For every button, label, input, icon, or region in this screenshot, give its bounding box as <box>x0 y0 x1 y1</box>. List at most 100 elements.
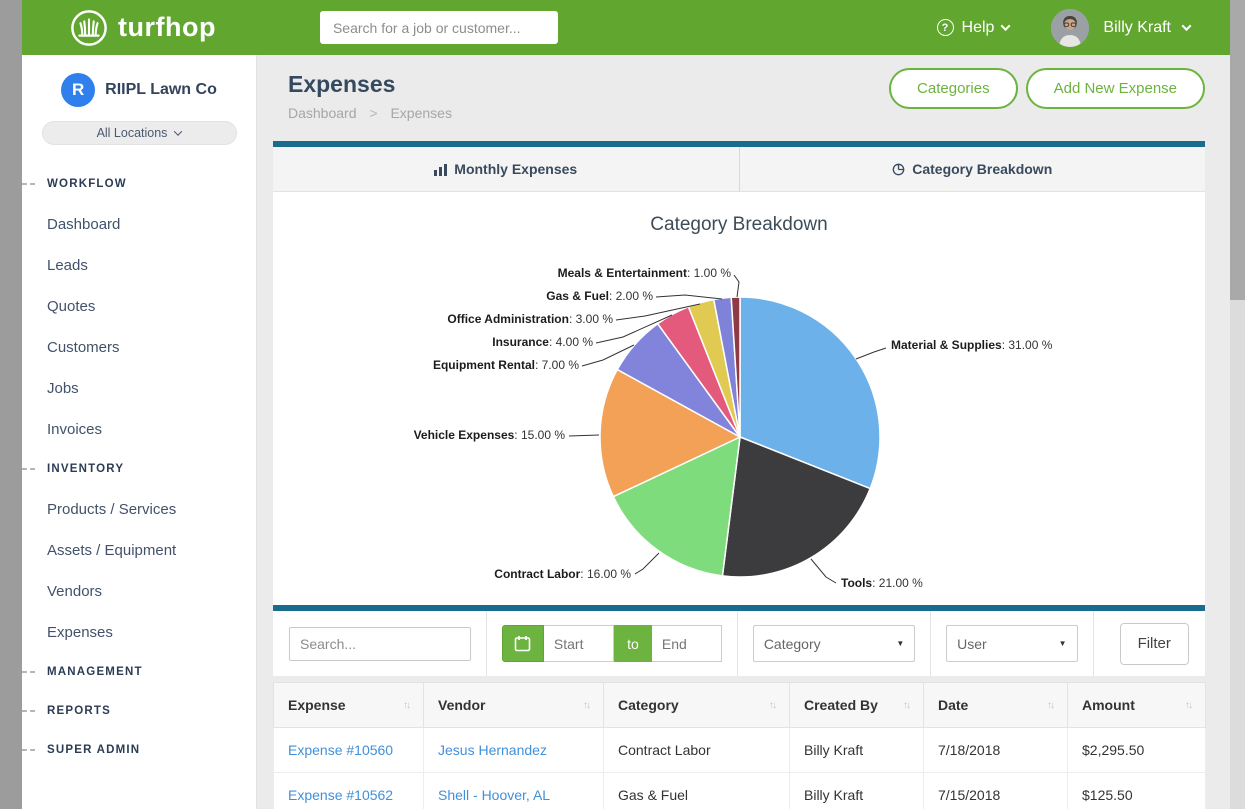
sort-icon[interactable]: ↑↓ <box>1185 700 1191 711</box>
turfhop-grass-icon <box>70 9 108 47</box>
filter-bar: to Category ▼ User ▼ Filter <box>273 611 1205 676</box>
sort-icon[interactable]: ↑↓ <box>1047 700 1053 711</box>
chart-tabs: Monthly Expenses Category Breakdown <box>273 141 1205 192</box>
link-shell-hoover-al[interactable]: Shell - Hoover, AL <box>438 787 550 803</box>
table-row: Expense #10560Jesus HernandezContract La… <box>274 728 1206 773</box>
link-jesus-hernandez[interactable]: Jesus Hernandez <box>438 742 547 758</box>
column-header-created-by[interactable]: ↑↓ Created By <box>790 683 924 728</box>
slice-label-insurance: Insurance: 4.00 % <box>492 335 593 349</box>
avatar-photo <box>1051 9 1089 47</box>
slice-label-equipment-rental: Equipment Rental: 7.00 % <box>433 358 579 372</box>
help-icon: ? <box>937 19 954 36</box>
slice-label-meals-entertainment: Meals & Entertainment: 1.00 % <box>558 266 732 280</box>
filter-button[interactable]: Filter <box>1120 623 1189 665</box>
filter-divider <box>1093 611 1094 676</box>
column-header-date[interactable]: ↑↓ Date <box>924 683 1068 728</box>
expenses-table: ↑↓Expense↑↓Vendor↑↓Category↑↓Created By↑… <box>273 682 1206 809</box>
sidebar-section-reports: REPORTS <box>22 702 256 720</box>
user-select-value: User <box>957 636 987 652</box>
global-search-input[interactable] <box>320 11 558 44</box>
calendar-button[interactable] <box>502 625 544 662</box>
filter-divider <box>737 611 738 676</box>
user-avatar[interactable] <box>1051 9 1089 47</box>
date-start-input[interactable] <box>544 625 614 662</box>
section-dash-icon <box>22 468 35 470</box>
sidebar-section-workflow: WORKFLOW <box>22 175 256 193</box>
cell-amount: $2,295.50 <box>1068 728 1206 773</box>
select-caret-icon: ▼ <box>896 639 904 648</box>
sidebar-section-management: MANAGEMENT <box>22 663 256 681</box>
leader-line <box>656 295 722 299</box>
sidebar-item-invoices[interactable]: Invoices <box>22 420 256 439</box>
column-header-category[interactable]: ↑↓Category <box>604 683 790 728</box>
chevron-down-icon <box>1001 21 1011 31</box>
sort-icon[interactable]: ↑↓ <box>903 700 909 711</box>
tab-category-breakdown[interactable]: Category Breakdown <box>740 147 1206 191</box>
section-dash-icon <box>22 710 35 712</box>
help-menu[interactable]: ? Help <box>937 19 1010 37</box>
date-to-label: to <box>614 625 652 662</box>
scrollbar-thumb[interactable] <box>1230 0 1245 300</box>
link-expense-10562[interactable]: Expense #10562 <box>288 787 393 803</box>
main-content: Expenses Dashboard > Expenses Categories… <box>257 55 1230 809</box>
page-scrollbar[interactable] <box>1230 0 1245 809</box>
table-search-input[interactable] <box>289 627 471 661</box>
sidebar-item-jobs[interactable]: Jobs <box>22 379 256 398</box>
section-dash-icon <box>22 183 35 185</box>
column-label: Date <box>938 697 968 713</box>
slice-label-gas-fuel: Gas & Fuel: 2.00 % <box>546 289 653 303</box>
category-select-value: Category <box>764 636 821 652</box>
leader-line <box>811 559 836 583</box>
column-label: Expense <box>288 697 346 713</box>
sort-icon[interactable]: ↑↓ <box>583 700 589 711</box>
leader-line <box>569 435 599 436</box>
tab-label: Category Breakdown <box>912 161 1052 177</box>
sidebar-item-expenses[interactable]: Expenses <box>22 623 256 642</box>
slice-label-vehicle-expenses: Vehicle Expenses: 15.00 % <box>414 428 566 442</box>
cell-category: Gas & Fuel <box>604 773 790 809</box>
column-label: Created By <box>804 697 878 713</box>
column-header-vendor[interactable]: ↑↓Vendor <box>424 683 604 728</box>
sort-icon[interactable]: ↑↓ <box>769 700 775 711</box>
add-new-expense-button[interactable]: Add New Expense <box>1026 68 1205 109</box>
sidebar-item-customers[interactable]: Customers <box>22 338 256 357</box>
sidebar-item-leads[interactable]: Leads <box>22 256 256 275</box>
cell-vendor: Shell - Hoover, AL <box>424 773 604 809</box>
window-edge <box>0 0 22 809</box>
column-header-expense[interactable]: ↑↓ Expense <box>274 683 424 728</box>
breadcrumb-dashboard[interactable]: Dashboard <box>288 105 357 121</box>
user-menu[interactable]: Billy Kraft <box>1103 19 1190 37</box>
sidebar-item-dashboard[interactable]: Dashboard <box>22 215 256 234</box>
leader-line <box>856 348 886 359</box>
cell-expense: Expense #10562 <box>274 773 424 809</box>
company-row: R RIIPL Lawn Co <box>22 55 256 107</box>
cell-date: 7/15/2018 <box>924 773 1068 809</box>
chevron-down-icon <box>1182 21 1192 31</box>
column-label: Amount <box>1082 697 1135 713</box>
sort-icon[interactable]: ↑↓ <box>403 700 409 711</box>
tab-monthly-expenses[interactable]: Monthly Expenses <box>273 147 740 191</box>
brand-name: turfhop <box>118 12 216 43</box>
cell-vendor: Jesus Hernandez <box>424 728 604 773</box>
sidebar-item-assets-equipment[interactable]: Assets / Equipment <box>22 541 256 560</box>
cell-amount: $125.50 <box>1068 773 1206 809</box>
sidebar-item-products-services[interactable]: Products / Services <box>22 500 256 519</box>
location-selector[interactable]: All Locations <box>42 121 237 145</box>
date-end-input[interactable] <box>652 625 722 662</box>
categories-button[interactable]: Categories <box>889 68 1018 109</box>
link-expense-10560[interactable]: Expense #10560 <box>288 742 393 758</box>
table-body: Expense #10560Jesus HernandezContract La… <box>274 728 1206 809</box>
company-avatar: R <box>61 73 95 107</box>
section-dash-icon <box>22 749 35 751</box>
help-label: Help <box>962 19 995 37</box>
brand-logo[interactable]: turfhop <box>70 9 216 47</box>
sidebar-item-quotes[interactable]: Quotes <box>22 297 256 316</box>
filter-divider <box>930 611 931 676</box>
column-header-amount[interactable]: ↑↓ Amount <box>1068 683 1206 728</box>
category-select[interactable]: Category ▼ <box>753 625 915 662</box>
sidebar-item-vendors[interactable]: Vendors <box>22 582 256 601</box>
bar-chart-icon <box>434 163 447 176</box>
user-select[interactable]: User ▼ <box>946 625 1077 662</box>
sidebar-nav: WORKFLOW Dashboard Leads Quotes Customers Job… <box>22 175 256 759</box>
cell-created-by: Billy Kraft <box>790 728 924 773</box>
